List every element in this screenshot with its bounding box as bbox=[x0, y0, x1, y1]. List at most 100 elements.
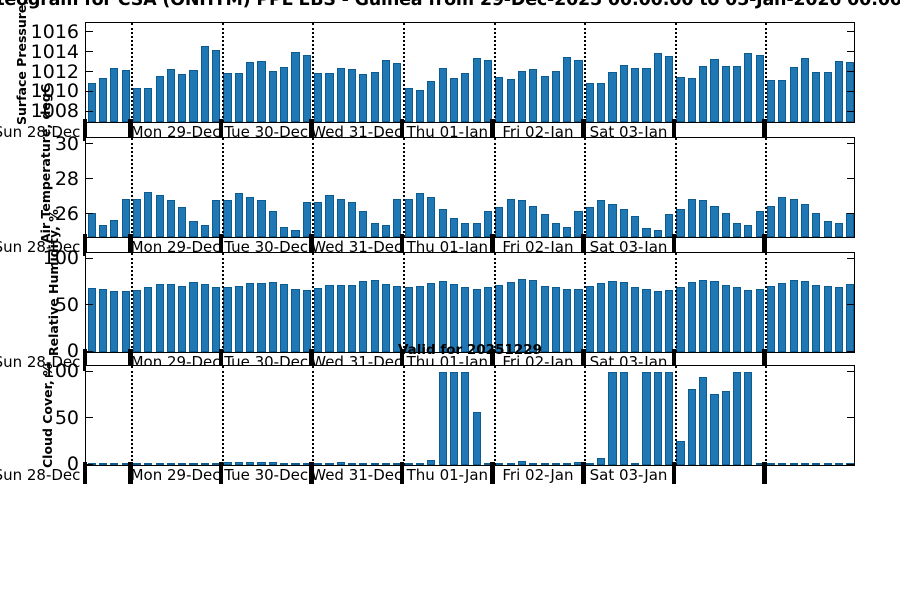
bar bbox=[449, 371, 459, 465]
bar bbox=[834, 286, 844, 352]
bar bbox=[710, 394, 719, 465]
day-separator bbox=[765, 366, 768, 465]
day-label: Sat 03-Jan bbox=[589, 123, 668, 141]
bar bbox=[733, 371, 742, 465]
bar bbox=[687, 78, 696, 122]
bar bbox=[280, 226, 289, 237]
bar bbox=[87, 83, 96, 122]
bar bbox=[359, 281, 368, 352]
day-boundary-tick bbox=[128, 234, 133, 256]
panel-relative-humidity bbox=[85, 252, 855, 353]
bar bbox=[733, 66, 742, 122]
bar bbox=[540, 214, 549, 237]
day-separator bbox=[493, 253, 496, 352]
bar bbox=[393, 63, 402, 122]
y-axis-tick bbox=[86, 50, 93, 52]
bar bbox=[370, 72, 379, 122]
bar bbox=[472, 223, 481, 237]
y-axis-tick-label: 26 bbox=[54, 202, 79, 225]
bar bbox=[800, 463, 810, 465]
bar bbox=[778, 80, 787, 122]
bar bbox=[144, 88, 153, 122]
bar bbox=[699, 200, 708, 237]
y-axis-tick-right bbox=[847, 50, 854, 52]
bar bbox=[506, 282, 515, 352]
day-boundary-tick bbox=[309, 119, 314, 141]
y-axis-tick-right bbox=[847, 463, 854, 465]
day-label: Mon 29-Dec bbox=[130, 466, 221, 484]
bar bbox=[98, 224, 108, 237]
bar bbox=[449, 78, 459, 122]
bar bbox=[189, 282, 198, 352]
bar bbox=[223, 462, 232, 465]
bar bbox=[280, 67, 289, 122]
bar bbox=[823, 463, 832, 465]
day-label: Tue 30-Dec bbox=[224, 238, 309, 256]
bar bbox=[495, 284, 504, 352]
day-separator bbox=[312, 23, 315, 122]
day-separator bbox=[221, 366, 224, 465]
bar bbox=[246, 462, 255, 465]
bar bbox=[574, 288, 583, 352]
bar bbox=[665, 289, 674, 352]
figure-title: Meteogram for CSA (ONHTM) PPL EBS - Guin… bbox=[0, 0, 900, 10]
day-boundary-tick bbox=[581, 349, 586, 371]
bar bbox=[710, 59, 719, 122]
day-separator bbox=[674, 253, 677, 352]
day-boundary-tick bbox=[128, 462, 133, 484]
bar bbox=[336, 284, 345, 352]
bar bbox=[415, 285, 425, 352]
y-axis-tick bbox=[86, 257, 93, 259]
bar bbox=[166, 69, 175, 122]
day-boundary-tick bbox=[581, 462, 586, 484]
bar bbox=[359, 74, 368, 122]
bar bbox=[676, 209, 685, 237]
day-separator bbox=[584, 138, 587, 237]
bar bbox=[314, 202, 323, 237]
bar bbox=[438, 281, 447, 352]
day-boundary-tick bbox=[490, 119, 495, 141]
bar bbox=[314, 287, 323, 352]
bar bbox=[755, 288, 764, 352]
y-axis-tick-right bbox=[847, 30, 854, 32]
y-axis-tick bbox=[86, 90, 93, 92]
day-boundary-tick bbox=[82, 234, 88, 256]
bar bbox=[234, 73, 243, 122]
y-axis-tick-right bbox=[847, 417, 854, 419]
day-boundary-tick bbox=[671, 462, 677, 484]
bar bbox=[699, 66, 708, 122]
bar bbox=[336, 198, 345, 237]
day-separator bbox=[674, 138, 677, 237]
day-boundary-tick bbox=[218, 234, 224, 256]
bar bbox=[529, 463, 538, 465]
y-axis-tick-label: 0 bbox=[66, 453, 79, 476]
day-separator bbox=[674, 23, 677, 122]
yaxis-title-relative-humidity: Relative Humidity, % bbox=[46, 209, 61, 356]
day-boundary-tick bbox=[218, 349, 224, 371]
bar bbox=[778, 463, 787, 465]
bar bbox=[608, 72, 617, 122]
bar bbox=[551, 286, 560, 352]
bar bbox=[438, 209, 447, 237]
bar bbox=[642, 371, 651, 465]
bar bbox=[325, 463, 334, 465]
y-axis-tick-label: 30 bbox=[54, 132, 79, 155]
day-label: Thu 01-Jan bbox=[406, 238, 489, 256]
bar bbox=[348, 69, 357, 122]
bar bbox=[223, 73, 232, 122]
y-axis-tick-right bbox=[847, 143, 854, 145]
bar bbox=[461, 223, 470, 237]
bar bbox=[495, 77, 504, 122]
bar bbox=[653, 290, 662, 352]
bar bbox=[87, 212, 96, 237]
bar bbox=[529, 205, 538, 237]
bar bbox=[665, 371, 674, 465]
bar bbox=[121, 70, 130, 122]
day-boundary-tick bbox=[671, 349, 677, 371]
day-label: Fri 02-Jan bbox=[502, 238, 574, 256]
day-label: Wed 31-Dec bbox=[311, 123, 403, 141]
bar bbox=[200, 46, 209, 122]
bar bbox=[381, 284, 391, 352]
bar bbox=[336, 462, 345, 465]
